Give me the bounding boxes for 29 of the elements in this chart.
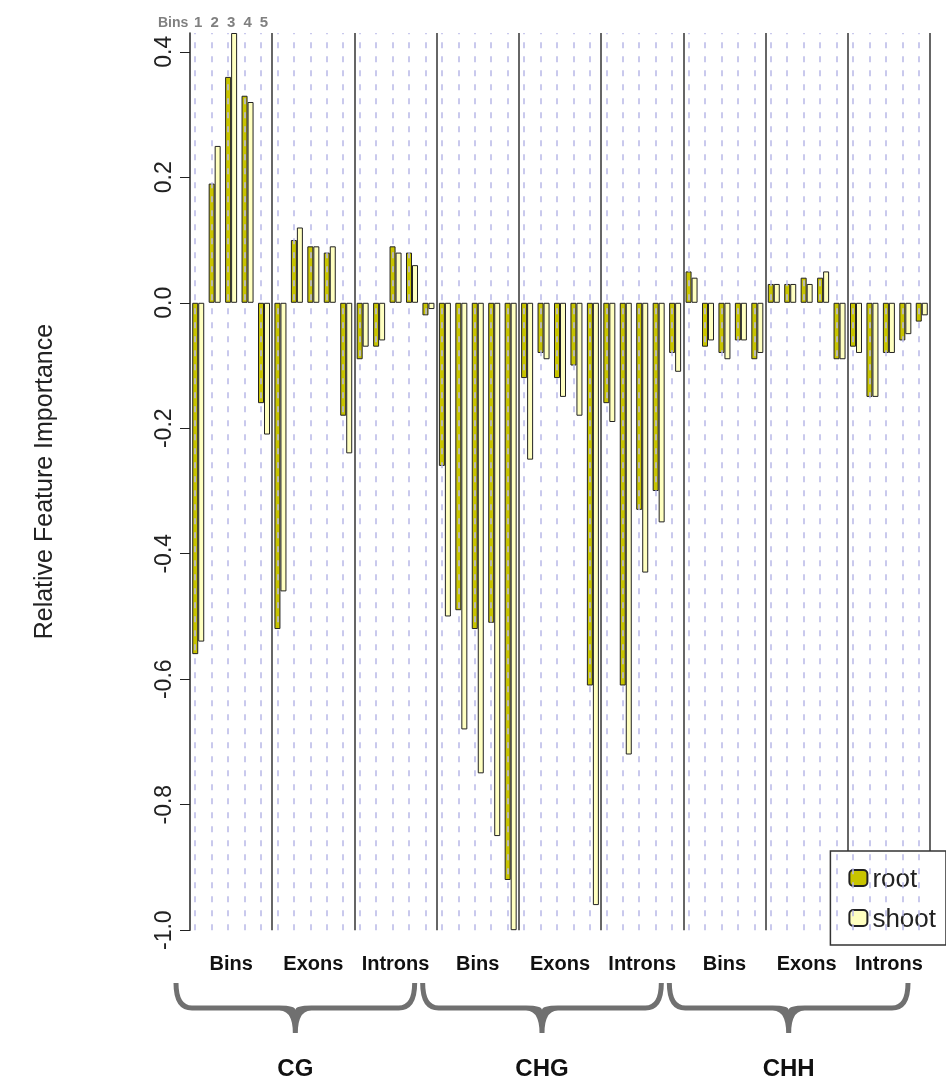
x-tick-label: 4 (243, 13, 253, 30)
x-tick-label: 1 (194, 13, 203, 30)
text: Introns (608, 952, 677, 974)
text: Bins (456, 952, 500, 974)
text: Bins (157, 14, 189, 30)
text: Exons (776, 952, 837, 974)
y-tick-label: 0.2 (149, 161, 176, 194)
y-tick-label: -0.6 (149, 659, 176, 700)
text: Introns (361, 952, 430, 974)
text: Bins (702, 952, 747, 974)
text: Introns (855, 952, 923, 974)
text: Exons (529, 952, 591, 974)
text: Exons (283, 952, 344, 974)
y-tick-label: 0.4 (149, 35, 176, 68)
text: CG (277, 1054, 314, 1081)
y-tick-label: -1.0 (149, 910, 176, 950)
y-tick-label: 0.0 (149, 286, 176, 319)
y-tick-label: -0.2 (149, 408, 176, 449)
x-tick-label: 5 (259, 13, 269, 30)
text: CHH (762, 1054, 815, 1081)
y-tick-label: -0.8 (149, 784, 176, 825)
x-tick-label: 2 (210, 13, 219, 30)
y-axis-title: Relative Feature Importance (28, 323, 57, 640)
x-tick-label: 3 (226, 13, 236, 30)
legend-label: root (872, 863, 918, 893)
y-tick-label: -0.4 (149, 533, 176, 574)
text: Bins (209, 952, 253, 974)
legend-label: shoot (872, 903, 937, 933)
text: CHG (515, 1054, 569, 1081)
